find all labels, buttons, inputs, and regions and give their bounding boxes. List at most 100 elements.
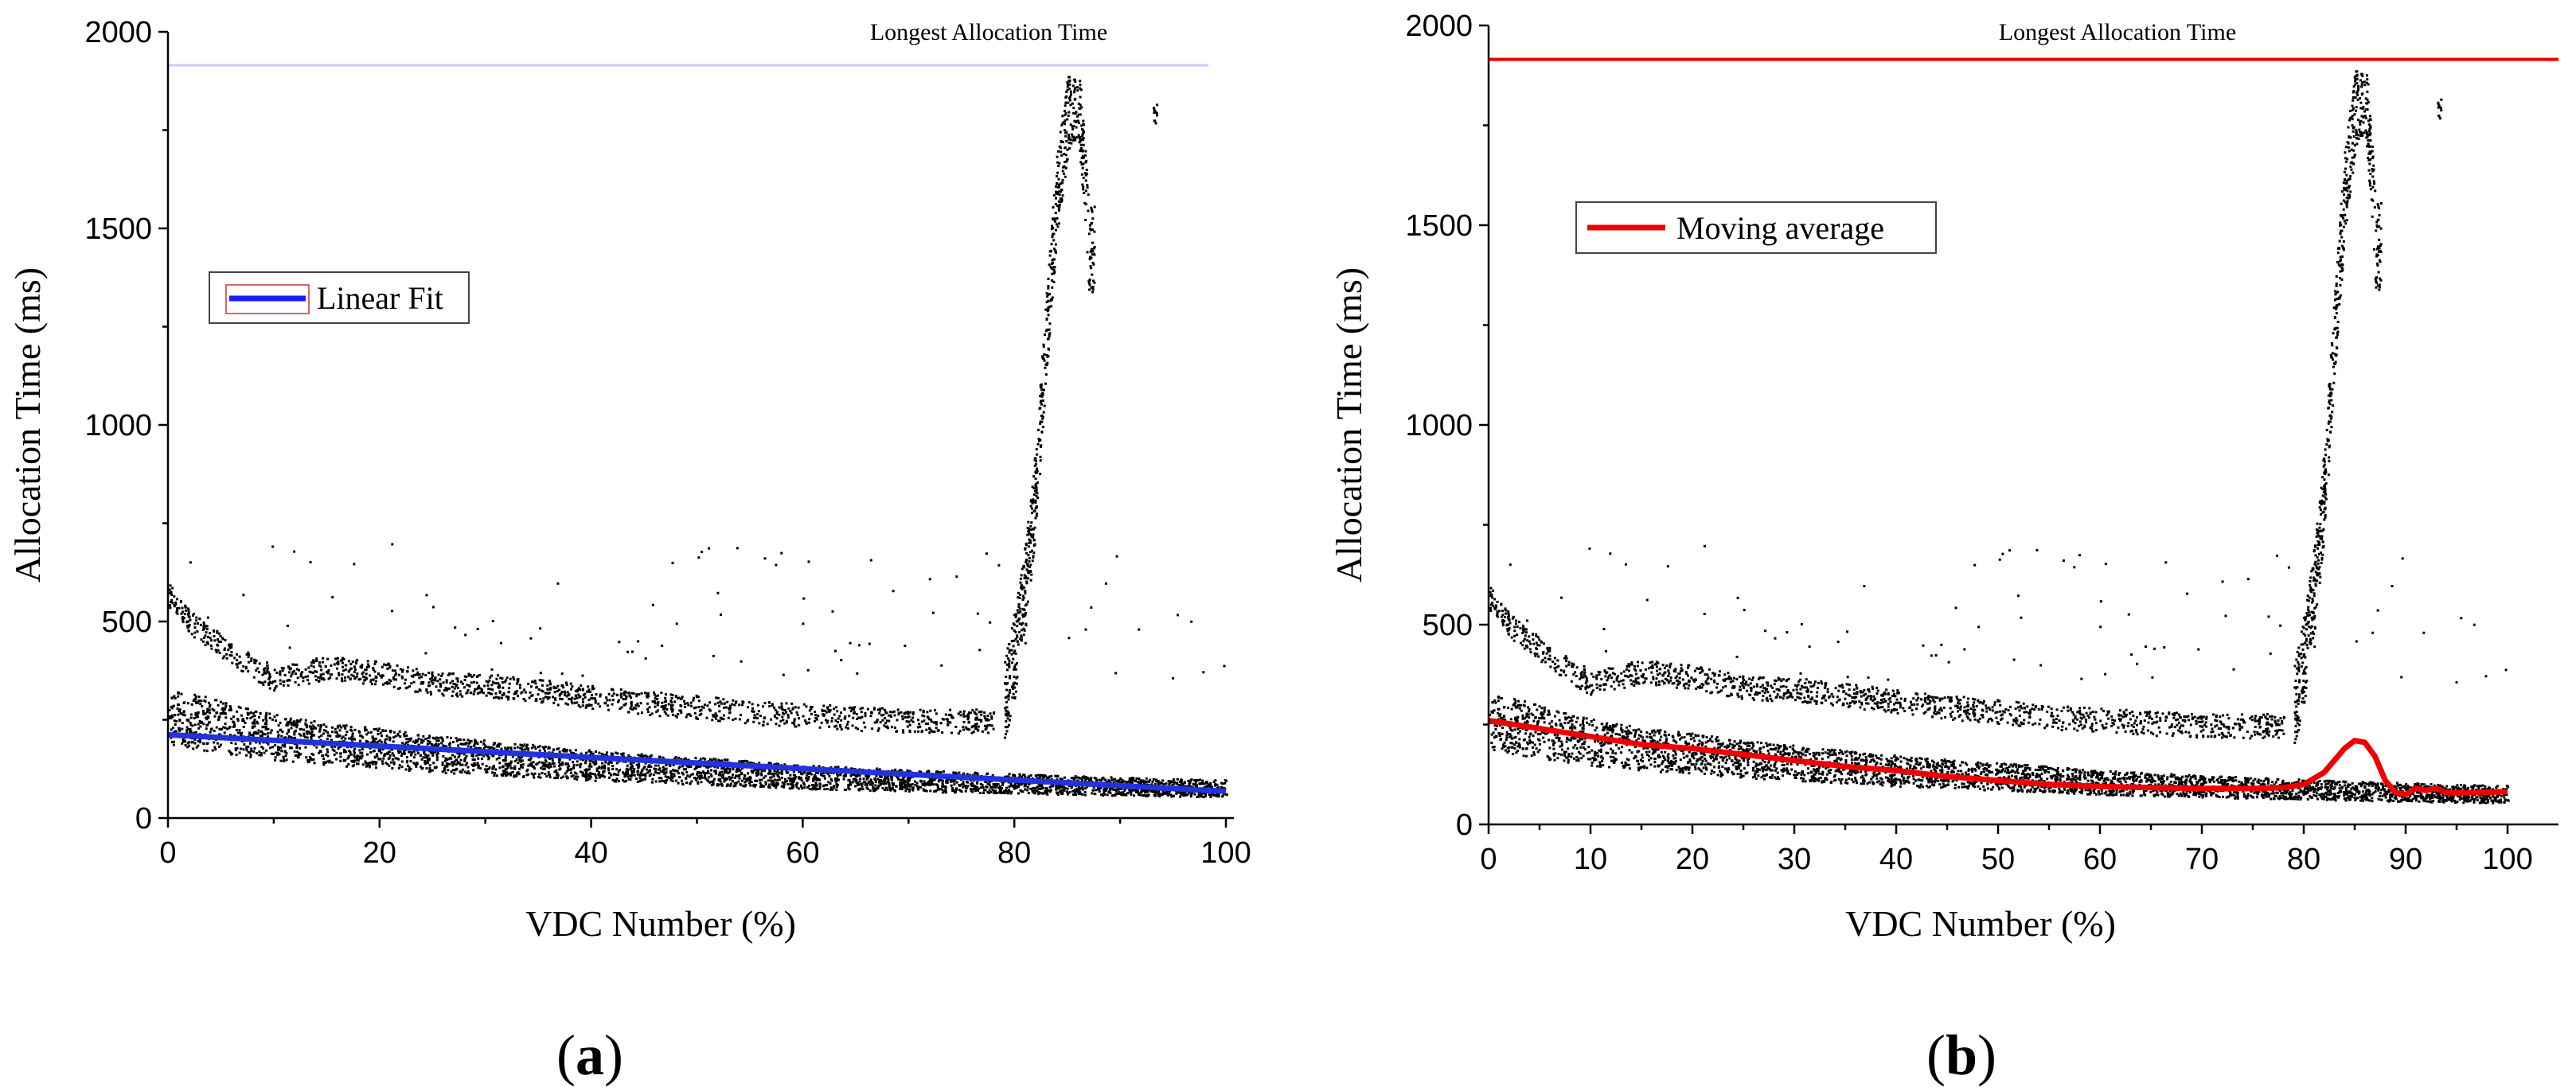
data-point — [768, 785, 771, 789]
data-point — [294, 722, 297, 725]
data-point — [431, 736, 435, 739]
data-point — [1064, 776, 1067, 779]
data-point — [491, 771, 494, 774]
data-point — [297, 756, 300, 759]
data-point — [386, 668, 389, 671]
data-point — [835, 785, 838, 789]
data-point — [626, 768, 630, 771]
data-point — [687, 766, 690, 769]
data-point — [257, 729, 260, 732]
data-point — [291, 672, 294, 676]
data-point — [495, 682, 498, 685]
data-point — [830, 779, 833, 782]
data-point — [260, 734, 263, 737]
data-point — [954, 778, 957, 781]
data-point — [819, 773, 822, 777]
data-point — [623, 692, 626, 695]
data-point — [1133, 794, 1136, 797]
data-point — [665, 779, 668, 782]
data-point — [598, 751, 601, 754]
data-point — [220, 727, 223, 731]
data-point — [893, 789, 896, 792]
data-point — [827, 781, 830, 784]
data-point — [310, 734, 314, 738]
data-point — [339, 659, 342, 662]
data-point — [576, 778, 579, 781]
data-point — [591, 773, 595, 776]
data-point — [1211, 793, 1214, 796]
data-point — [848, 778, 851, 781]
data-point — [751, 703, 754, 706]
data-point — [465, 676, 468, 679]
data-point — [564, 762, 568, 766]
data-point — [504, 759, 507, 762]
data-point — [780, 770, 783, 773]
data-point — [759, 778, 762, 781]
data-point — [576, 696, 579, 699]
data-point — [360, 734, 363, 738]
data-point — [415, 740, 418, 743]
data-point — [430, 680, 433, 683]
data-point — [262, 683, 265, 686]
data-point — [728, 784, 732, 787]
data-point — [264, 672, 267, 675]
data-point — [900, 788, 904, 791]
data-point — [318, 728, 322, 731]
data-point — [593, 773, 596, 776]
data-point — [283, 680, 286, 683]
data-point — [740, 761, 743, 764]
data-point — [400, 675, 404, 678]
data-point — [565, 775, 568, 778]
data-point — [1034, 774, 1037, 777]
data-point — [843, 708, 846, 711]
data-point — [756, 713, 759, 716]
data-point — [213, 729, 216, 732]
data-point — [577, 693, 580, 696]
data-point — [847, 785, 850, 789]
data-point — [445, 688, 448, 692]
data-point — [414, 741, 417, 744]
data-point — [504, 762, 507, 766]
data-point — [1057, 785, 1060, 789]
data-point — [1073, 777, 1076, 780]
data-point — [1043, 774, 1046, 777]
data-point — [830, 719, 833, 723]
data-point — [394, 734, 397, 738]
data-point — [349, 663, 353, 666]
data-point — [1118, 787, 1121, 790]
data-point — [513, 765, 517, 768]
data-point — [1138, 782, 1141, 785]
data-point — [555, 769, 558, 772]
data-point — [417, 734, 420, 737]
data-point — [173, 594, 176, 598]
data-point — [962, 726, 965, 729]
data-point — [872, 707, 876, 710]
data-point — [685, 770, 689, 773]
data-point — [556, 772, 559, 775]
data-point — [991, 788, 994, 791]
data-point — [194, 711, 197, 715]
data-point — [260, 752, 263, 755]
data-point — [521, 745, 525, 748]
data-point — [790, 711, 793, 715]
data-point — [299, 753, 302, 756]
data-point — [1046, 793, 1049, 796]
data-point — [986, 718, 989, 721]
data-point — [502, 773, 505, 776]
data-point — [249, 754, 252, 757]
data-point — [427, 754, 430, 757]
data-point — [217, 638, 220, 641]
data-point — [588, 762, 591, 766]
data-point — [269, 731, 272, 734]
data-point — [717, 760, 720, 763]
data-point — [386, 762, 389, 766]
data-point — [468, 739, 471, 742]
data-point — [889, 715, 892, 719]
data-point — [477, 687, 480, 690]
data-point — [942, 718, 945, 721]
data-point — [178, 708, 181, 711]
data-point — [178, 606, 181, 610]
data-point — [670, 701, 673, 704]
data-point — [885, 719, 888, 723]
data-point — [391, 669, 394, 672]
